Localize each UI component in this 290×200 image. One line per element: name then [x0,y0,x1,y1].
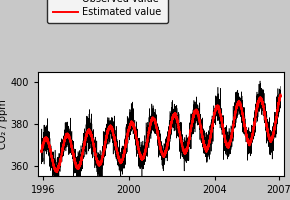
Observed value [180,140,183,142]
Estimated value [180,141,183,144]
Estimated value [55,171,59,173]
Observed value [258,80,262,82]
Observed value [231,115,235,117]
Estimated value [69,139,72,142]
Observed value [155,126,159,128]
Observed value [279,85,282,88]
Y-axis label: CO₂ / ppm: CO₂ / ppm [0,99,8,149]
Estimated value [39,150,43,153]
Observed value [54,191,57,193]
Observed value [93,147,96,149]
Observed value [39,148,43,150]
Estimated value [231,125,235,128]
Line: Observed value: Observed value [41,81,280,192]
Estimated value [255,106,259,109]
Estimated value [279,93,282,96]
Observed value [255,97,259,100]
Estimated value [93,148,96,150]
Observed value [69,129,72,132]
Estimated value [155,128,159,130]
Legend: Observed value, Estimated value: Observed value, Estimated value [48,0,168,23]
Line: Estimated value: Estimated value [41,95,280,172]
